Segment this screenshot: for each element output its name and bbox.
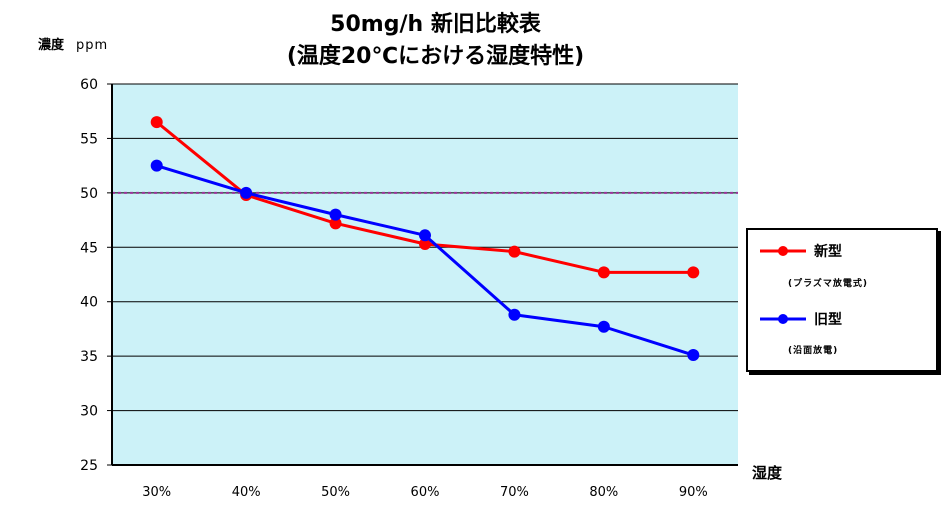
data-point [508, 308, 521, 321]
data-point [240, 186, 253, 199]
legend-item-new: 新型 [758, 240, 842, 262]
legend-marker-old [760, 314, 806, 324]
axes [111, 84, 738, 466]
x-axis-label: 湿度 [752, 464, 783, 482]
y-tick-label: 60 [80, 77, 98, 93]
y-tick-label: 25 [80, 458, 98, 474]
y-axis-unit: ppm [76, 38, 109, 53]
y-axis-ticks: 25 30 35 40 45 50 55 60 [80, 77, 112, 474]
x-tick-label: 80% [589, 485, 618, 500]
x-tick-label: 40% [232, 485, 261, 500]
data-point [687, 266, 700, 279]
y-tick-label: 35 [80, 349, 98, 365]
x-tick-label: 50% [321, 485, 350, 500]
legend-marker-new [760, 246, 806, 256]
legend-label-new: 新型 [814, 244, 842, 260]
chart-subtitle: (温度20℃における湿度特性) [286, 44, 585, 69]
series-old [150, 159, 700, 362]
x-tick-label: 30% [142, 485, 171, 500]
y-axis-label: 濃度 ppm [38, 34, 108, 53]
y-tick-label: 55 [80, 131, 98, 147]
series-group [150, 116, 700, 362]
x-tick-label: 60% [411, 485, 440, 500]
data-point [597, 320, 610, 333]
data-point [687, 349, 700, 362]
y-axis-title: 濃度 [38, 38, 65, 53]
y-tick-label: 50 [80, 186, 98, 202]
plot-area [112, 84, 738, 465]
y-tick-label: 30 [80, 404, 98, 420]
y-tick-label: 40 [80, 295, 98, 311]
gridlines [112, 83, 738, 412]
y-tick-label: 45 [80, 240, 98, 256]
data-point [150, 116, 163, 129]
data-point [419, 238, 431, 251]
legend-note-old: (沿面放電) [788, 346, 839, 356]
data-point [419, 229, 431, 242]
legend: 新型 (プラズマ放電式) 旧型 (沿面放電) [746, 228, 938, 372]
data-point [150, 159, 163, 172]
legend-label-old: 旧型 [814, 312, 842, 328]
chart-title: 50mg/h 新旧比較表 [330, 12, 541, 37]
data-point [329, 208, 342, 221]
x-tick-label: 90% [679, 485, 708, 500]
data-point [508, 245, 521, 258]
data-point [329, 217, 342, 230]
data-point [597, 266, 610, 279]
legend-item-old: 旧型 [758, 308, 842, 330]
x-tick-label: 70% [500, 485, 529, 500]
x-axis-ticks: 30% 40% 50% 60% 70% 80% 90% [142, 485, 707, 500]
legend-note-new: (プラズマ放電式) [788, 279, 869, 289]
